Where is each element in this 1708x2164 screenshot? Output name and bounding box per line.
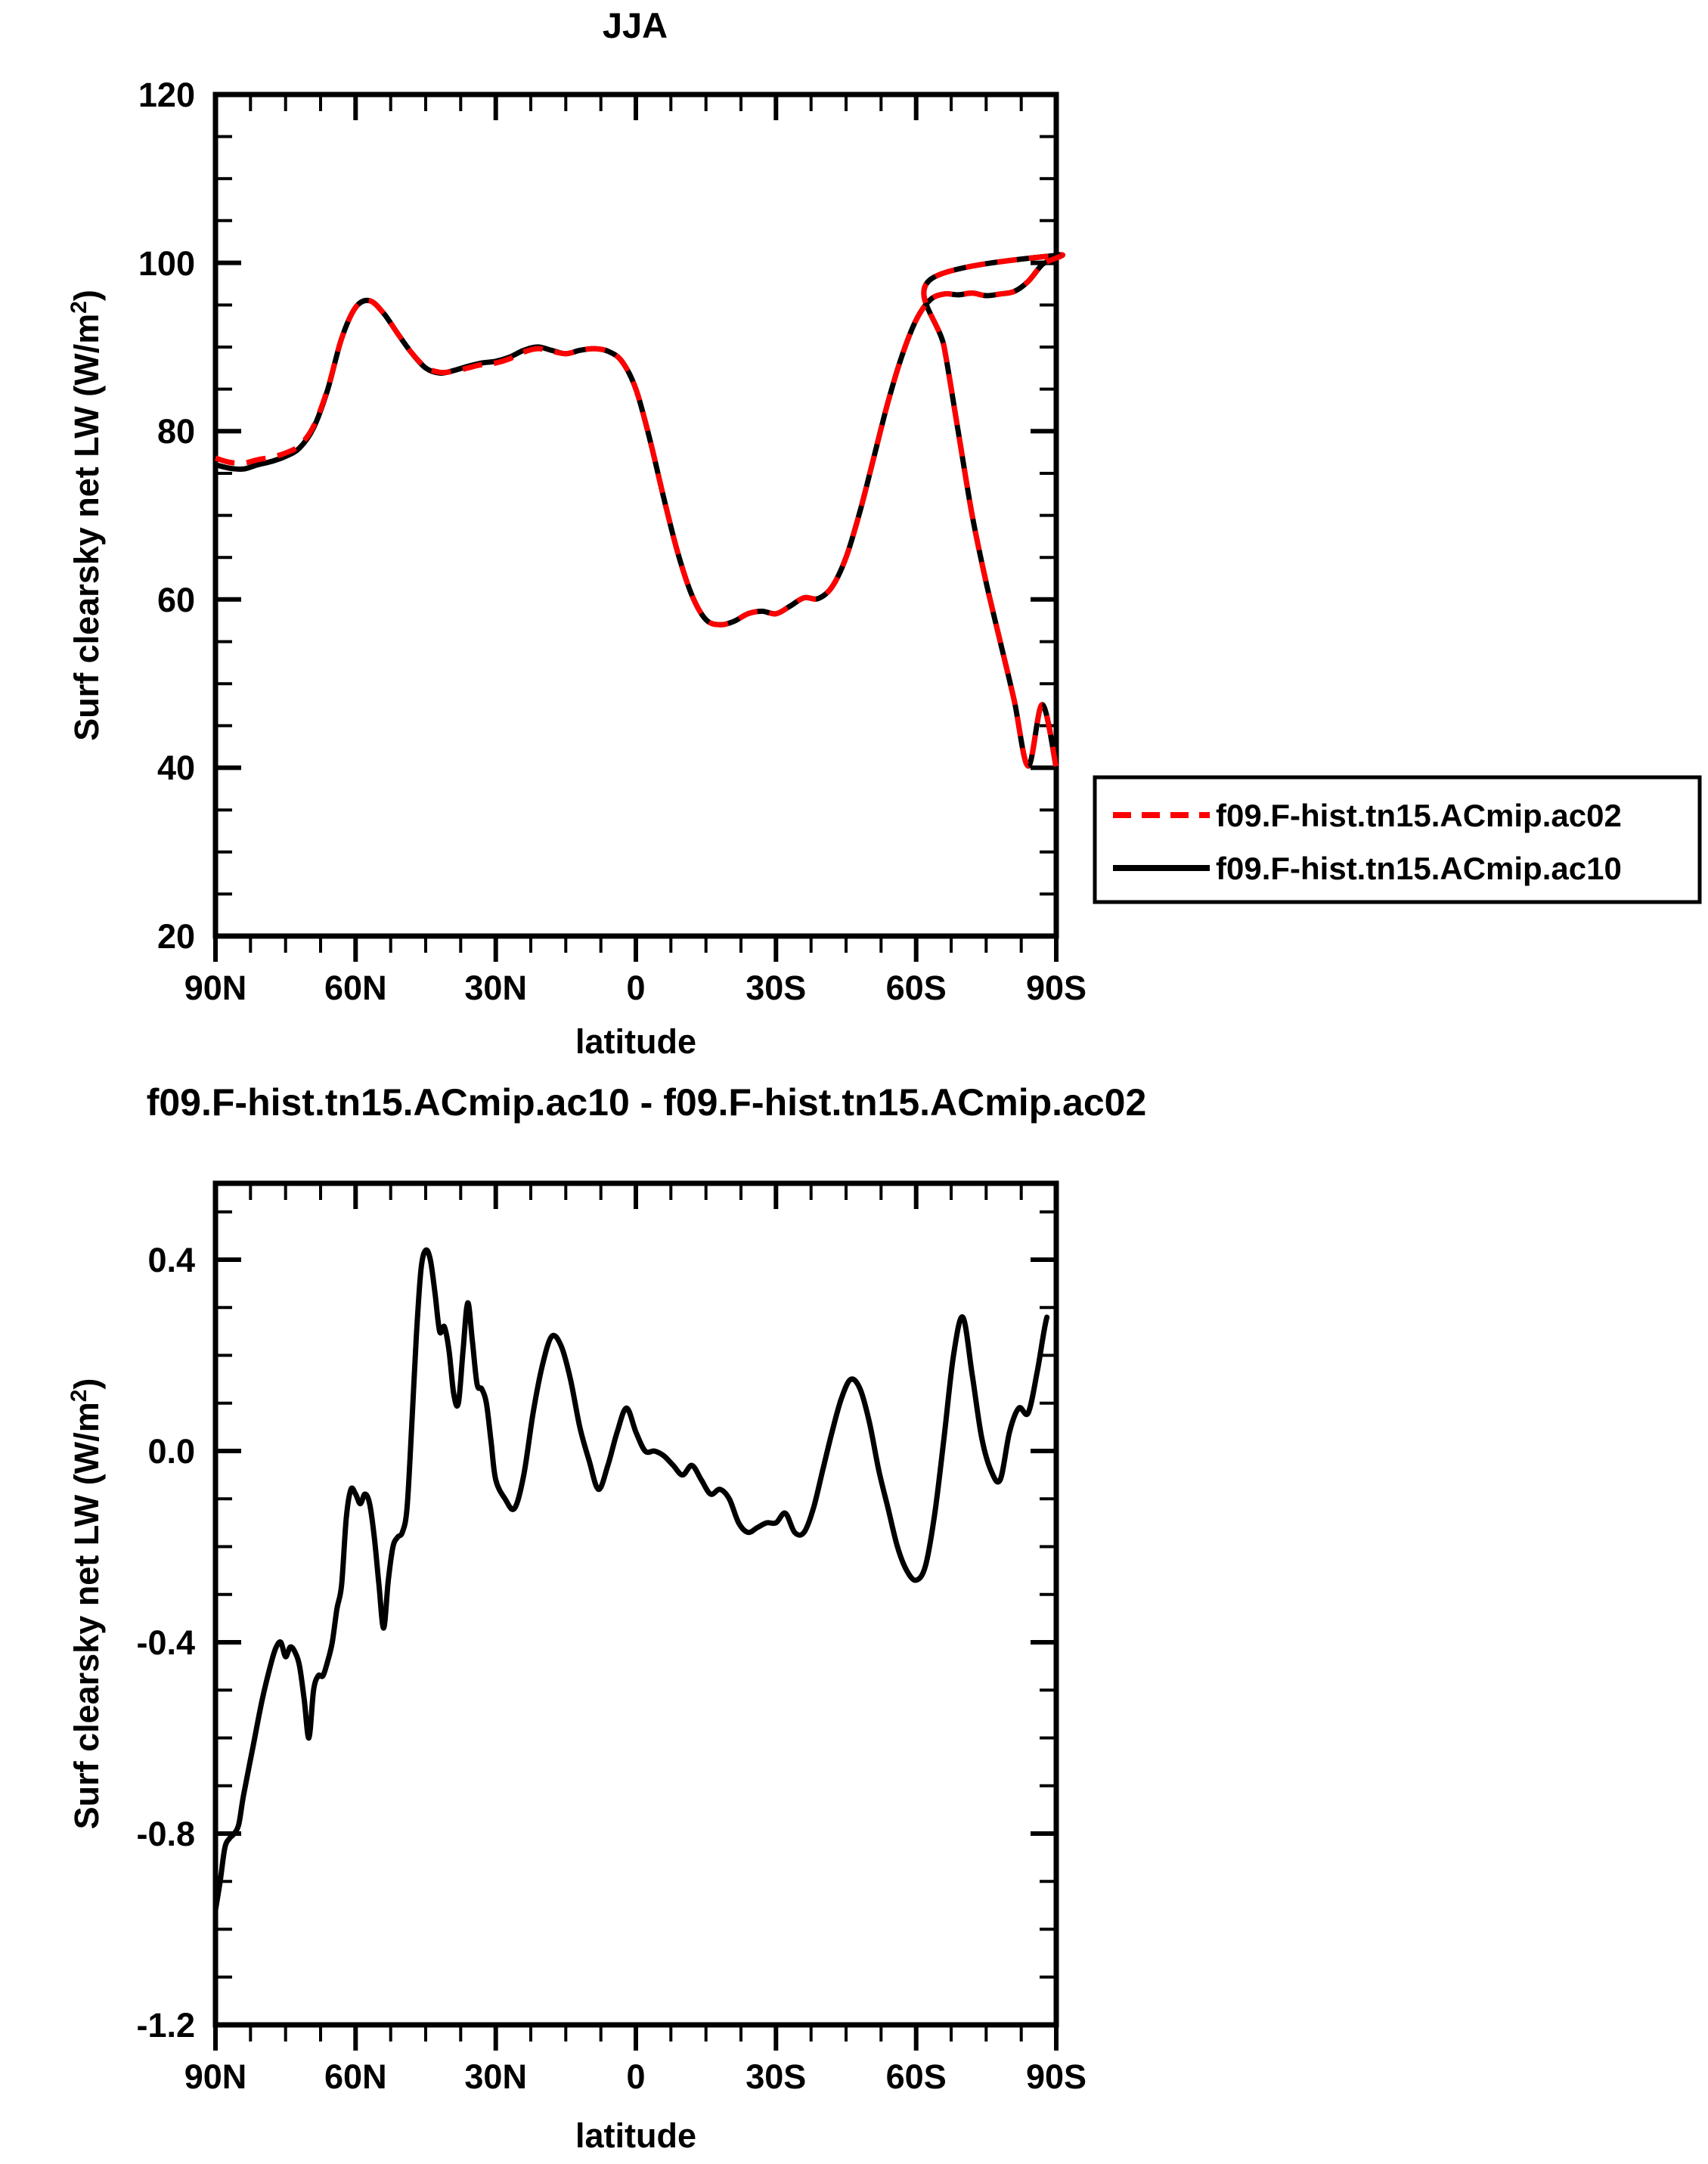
top-panel-title: JJA	[603, 5, 668, 45]
bottom-panel-y-tick-labels: -1.2 -0.8 -0.4 0.0 0.4	[136, 1241, 195, 2045]
figure-svg: JJA 20 40 60 80 100 120 90N 60N	[0, 0, 1708, 2164]
y-tick-label: -0.4	[136, 1623, 195, 1662]
y-tick-label: 20	[157, 917, 195, 956]
top-panel-frame	[215, 95, 1056, 936]
bottom-panel-x-ticks	[215, 1183, 1056, 2051]
legend-label-ac10[interactable]: f09.F-hist.tn15.ACmip.ac10	[1216, 851, 1622, 886]
y-tick-label: 100	[138, 244, 195, 283]
figure-root: JJA 20 40 60 80 100 120 90N 60N	[0, 0, 1708, 2164]
y-tick-label: -1.2	[136, 2006, 195, 2045]
y-tick-label: 60	[157, 581, 195, 619]
legend: f09.F-hist.tn15.ACmip.ac02 f09.F-hist.tn…	[1095, 777, 1700, 902]
x-tick-label: 60N	[324, 969, 387, 1007]
top-panel-x-tick-labels: 90N 60N 30N 0 30S 60S 90S	[184, 969, 1086, 1007]
y-tick-label: -0.8	[136, 1815, 195, 1853]
svg-text:Surf clearsky net LW (W/m2): Surf clearsky net LW (W/m2)	[67, 290, 106, 741]
top-panel-y-tick-labels: 20 40 60 80 100 120	[138, 76, 195, 956]
x-tick-label: 90N	[184, 969, 247, 1007]
y-tick-label: 0.4	[147, 1241, 195, 1279]
x-tick-label: 90S	[1026, 969, 1086, 1007]
x-tick-label: 0	[626, 2057, 645, 2096]
bottom-panel-xaxis-label: latitude	[575, 2116, 696, 2155]
svg-text:Surf clearsky net LW (W/m2): Surf clearsky net LW (W/m2)	[67, 1378, 106, 1830]
top-panel-y-ticks	[215, 95, 1056, 936]
x-tick-label: 60S	[886, 969, 947, 1007]
series-line-difference	[215, 1250, 1047, 1910]
x-tick-label: 30S	[746, 2057, 806, 2096]
x-tick-label: 60N	[324, 2057, 387, 2096]
bottom-panel-yaxis-label: Surf clearsky net LW (W/m2)	[67, 1378, 106, 1830]
top-panel-xaxis-label: latitude	[575, 1022, 696, 1061]
bottom-panel-x-tick-labels: 90N 60N 30N 0 30S 60S 90S	[184, 2057, 1086, 2096]
y-tick-label: 0.0	[147, 1432, 195, 1471]
y-tick-label: 120	[138, 76, 195, 114]
series-line-ac10	[215, 255, 1062, 767]
y-tick-label: 40	[157, 749, 195, 787]
x-tick-label: 30S	[746, 969, 806, 1007]
x-tick-label: 0	[626, 969, 645, 1007]
legend-label-ac02[interactable]: f09.F-hist.tn15.ACmip.ac02	[1216, 798, 1622, 833]
bottom-panel: -1.2 -0.8 -0.4 0.0 0.4 90N 60N 30N 0 30S…	[67, 1183, 1086, 2155]
x-tick-label: 60S	[886, 2057, 947, 2096]
x-tick-label: 30N	[464, 2057, 527, 2096]
top-panel: JJA 20 40 60 80 100 120 90N 60N	[67, 5, 1086, 1061]
bottom-panel-frame	[215, 1183, 1056, 2025]
y-tick-label: 80	[157, 412, 195, 451]
top-panel-yaxis-label: Surf clearsky net LW (W/m2)	[67, 290, 106, 741]
top-panel-x-ticks	[215, 95, 1056, 962]
bottom-panel-y-ticks	[215, 1212, 1056, 2025]
x-tick-label: 90N	[184, 2057, 247, 2096]
middle-title: f09.F-hist.tn15.ACmip.ac10 - f09.F-hist.…	[147, 1081, 1147, 1124]
x-tick-label: 30N	[464, 969, 527, 1007]
x-tick-label: 90S	[1026, 2057, 1086, 2096]
